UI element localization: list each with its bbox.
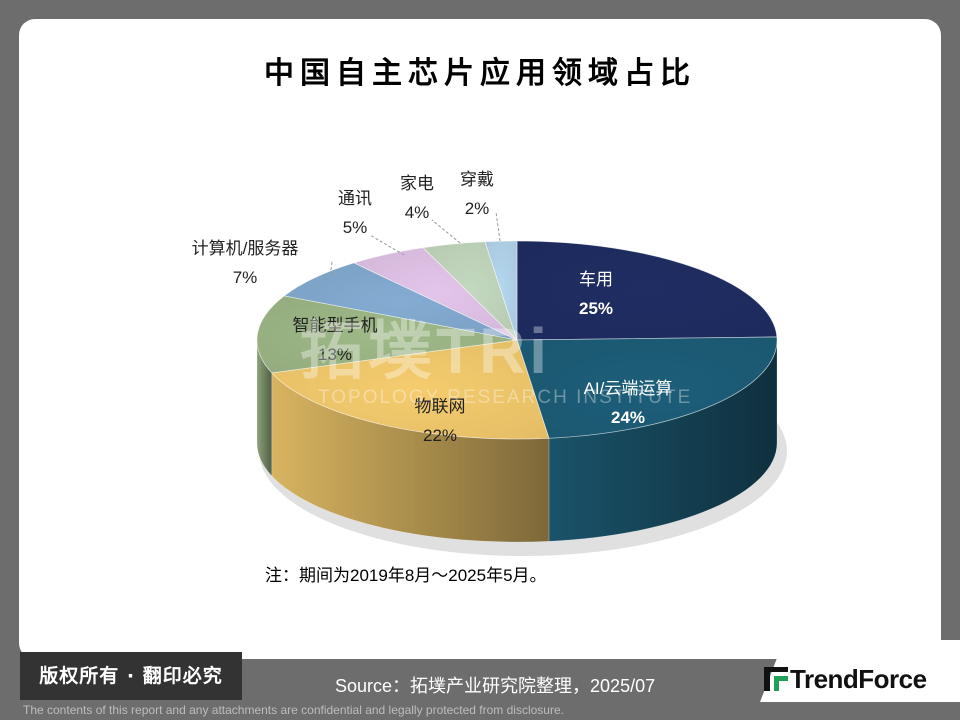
disclaimer: The contents of this report and any atta… [23,703,564,717]
leader-line-7 [431,219,461,244]
pie-slice-4 [256,295,518,374]
leader-line-6 [369,234,405,256]
leader-line-8 [495,211,501,242]
pie-slice-8 [484,240,518,341]
slice-label-5: 计算机/服务器 [192,239,299,258]
pie-slice-3 [270,339,550,440]
copyright-badge: 版权所有 · 翻印必究 [20,652,242,700]
source-text: Source：拓墣产业研究院整理，2025/07 [335,676,656,696]
slice-value-2: 24% [611,408,645,427]
slice-value-3: 22% [423,426,457,445]
chart-note: 注：期间为2019年8月～2025年5月。 [265,566,547,585]
brand-logo-area [760,640,960,702]
slice-label-8: 穿戴 [460,170,494,189]
pie-slice-2 [516,336,778,439]
slice-value-7: 4% [405,203,430,222]
pie-slice-5 [283,262,518,341]
pie-slice-1 [516,240,778,341]
slice-value-5: 7% [233,268,258,287]
slice-label-4: 智能型手机 [293,316,378,335]
leader-line-5 [329,261,333,277]
slice-label-3: 物联网 [415,397,466,416]
slice-label-1: 车用 [579,270,613,289]
slice-value-1: 25% [579,299,613,318]
slice-label-7: 家电 [400,174,434,193]
slice-label-2: AI/云端运算 [584,379,673,398]
slice-label-6: 通讯 [338,189,372,208]
brand-name: TrendForce [790,664,927,694]
chart-title: 中国自主芯片应用领域占比 [264,56,696,91]
slice-value-8: 2% [465,199,490,218]
slice-value-4: 13% [318,345,352,364]
slice-value-6: 5% [343,218,368,237]
